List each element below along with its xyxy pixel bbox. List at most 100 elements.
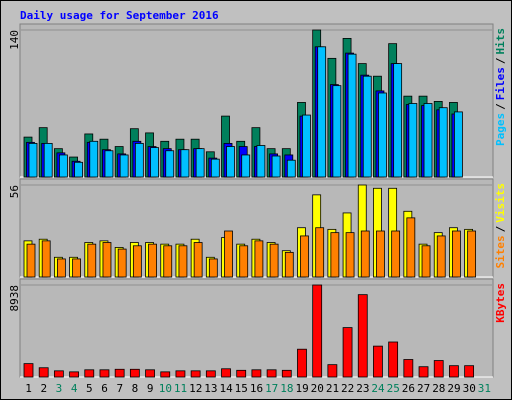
x-tick-label: 11 — [174, 382, 187, 395]
bar — [84, 369, 95, 378]
bar — [408, 103, 418, 178]
legend: Sites / Visits — [494, 183, 507, 269]
x-tick-label: 27 — [417, 382, 430, 395]
bar — [23, 363, 34, 378]
bar — [53, 370, 64, 378]
bar — [438, 107, 448, 178]
bar — [160, 371, 171, 378]
y-tick-label: 140 — [8, 30, 21, 50]
legend-entry: KBytes — [494, 283, 507, 323]
bar — [452, 230, 461, 278]
bar — [163, 245, 173, 278]
x-tick-label: 30 — [463, 382, 476, 395]
bar — [43, 142, 53, 178]
x-tick-label: 24 — [371, 382, 385, 395]
x-tick-label: 23 — [356, 382, 369, 395]
bar — [286, 159, 296, 178]
bar — [226, 146, 235, 178]
bar — [180, 149, 190, 178]
bar — [205, 370, 216, 378]
x-tick-label: 15 — [235, 382, 248, 395]
bar — [178, 245, 188, 278]
bar — [360, 230, 370, 278]
bar — [195, 148, 205, 178]
bar — [406, 217, 416, 278]
x-tick-label: 13 — [204, 382, 217, 395]
bar — [330, 232, 340, 278]
x-tick-label: 9 — [147, 382, 154, 395]
bar — [345, 232, 355, 278]
bar — [132, 245, 142, 278]
bar — [391, 230, 401, 278]
bar — [102, 242, 112, 278]
x-tick-label: 22 — [341, 382, 354, 395]
x-tick-label: 20 — [311, 382, 324, 395]
y-tick-label: 56 — [8, 185, 21, 198]
bar — [28, 142, 38, 178]
bar — [302, 114, 311, 178]
bar — [150, 147, 159, 178]
bar — [117, 248, 127, 278]
bar — [284, 251, 294, 278]
x-tick-label: 4 — [71, 382, 78, 395]
bar — [464, 365, 475, 378]
x-tick-label: 19 — [295, 382, 308, 395]
bar — [190, 370, 201, 378]
bar — [56, 258, 66, 278]
bar — [423, 103, 433, 178]
bar — [119, 154, 129, 178]
bar — [129, 368, 140, 378]
bar — [327, 364, 338, 378]
bar — [89, 140, 99, 178]
bar — [312, 284, 323, 378]
legend-entry: Sites — [494, 235, 507, 268]
bar — [256, 145, 266, 178]
x-tick-label: 25 — [387, 382, 400, 395]
bar — [332, 85, 342, 178]
bar — [421, 245, 431, 278]
legend-entry: Hits — [494, 28, 507, 55]
bar — [436, 235, 446, 278]
bar — [362, 75, 372, 178]
bar — [208, 258, 218, 278]
x-tick-label: 29 — [447, 382, 460, 395]
bar — [134, 142, 144, 178]
bar — [266, 369, 277, 378]
bar — [376, 230, 385, 278]
x-tick-label: 14 — [219, 382, 233, 395]
bar — [418, 366, 429, 378]
x-tick-label: 2 — [40, 382, 47, 395]
bar — [210, 158, 220, 178]
bar — [378, 92, 387, 178]
bar — [239, 245, 249, 278]
x-tick-label: 26 — [402, 382, 415, 395]
bar — [403, 359, 414, 378]
bar — [269, 243, 279, 278]
x-tick-label: 12 — [189, 382, 202, 395]
bar — [165, 150, 175, 178]
bar — [449, 365, 459, 378]
bar — [145, 369, 155, 378]
legend-entry: Pages — [494, 113, 507, 146]
y-tick-label: 8938 — [8, 285, 21, 312]
x-tick-label: 18 — [280, 382, 293, 395]
legend-entry: Files — [494, 67, 507, 100]
x-tick-label: 1 — [25, 382, 32, 395]
bar — [254, 240, 264, 278]
x-tick-label: 8 — [132, 382, 139, 395]
x-tick-label: 7 — [116, 382, 123, 395]
bar — [175, 370, 186, 378]
x-tick-label: 21 — [326, 382, 339, 395]
bar — [221, 368, 231, 378]
x-tick-label: 16 — [250, 382, 263, 395]
bar — [69, 371, 79, 378]
bar — [114, 368, 125, 378]
bar — [297, 348, 307, 378]
bar — [467, 230, 477, 278]
bar — [454, 111, 463, 178]
bar — [393, 63, 403, 178]
legend-separator: / — [494, 103, 507, 110]
bar — [315, 227, 325, 278]
x-tick-label: 3 — [56, 382, 63, 395]
